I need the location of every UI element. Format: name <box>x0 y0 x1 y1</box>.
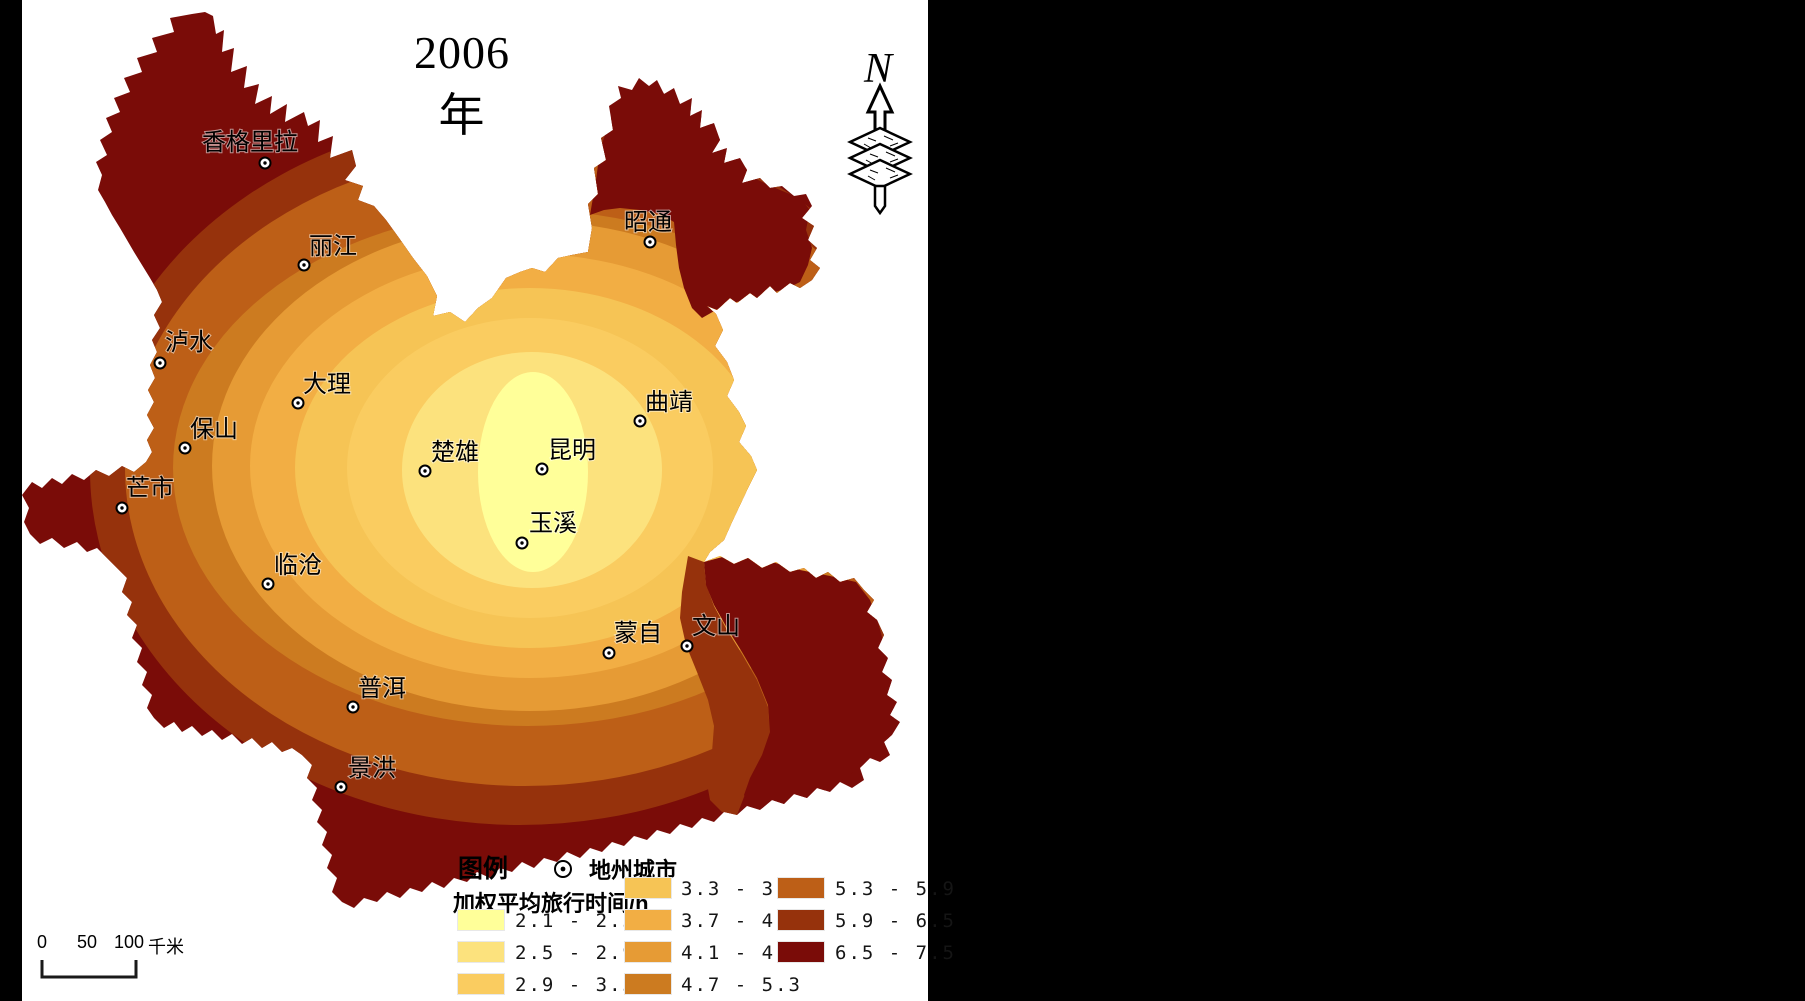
legend-range-label: 4.7 - 5.3 <box>681 974 802 996</box>
legend-range-label: 3.3 - 3.7 <box>681 878 802 900</box>
legend-swatch-4.7-5.3 <box>624 973 672 995</box>
legend-range-label: 3.7 - 4.1 <box>681 910 802 932</box>
city-item: 景洪 <box>334 754 397 794</box>
city-marker-dot <box>296 401 300 405</box>
legend-heading: 图例 <box>458 855 509 883</box>
city-item: 楚雄 <box>418 438 480 478</box>
city-item: 文山 <box>680 612 741 653</box>
city-item: 芒市 <box>115 474 175 515</box>
city-item: 保山 <box>178 415 239 455</box>
city-label: 玉溪 <box>529 510 577 537</box>
city-item: 泸水 <box>153 328 214 370</box>
city-label: 丽江 <box>309 233 357 260</box>
city-marker-dot <box>685 644 689 648</box>
city-label: 景洪 <box>348 755 396 782</box>
legend-swatch-4.1-4.7 <box>624 941 672 963</box>
city-item: 香格里拉 <box>201 128 299 170</box>
legend-range-label: 5.9 - 6.5 <box>835 910 956 932</box>
legend-swatch-2.5-2.9 <box>457 941 505 963</box>
scale-bar <box>40 960 138 979</box>
city-marker-dot <box>158 361 162 365</box>
legend-range-label: 4.1 - 4.7 <box>681 942 802 964</box>
legend-range-label: 2.5 - 2.9 <box>515 942 636 964</box>
band-2.1-2.5 <box>478 372 588 572</box>
city-label: 芒市 <box>126 475 174 502</box>
city-item: 蒙自 <box>602 619 663 660</box>
legend-range-label: 6.5 - 7.5 <box>835 942 956 964</box>
city-item: 大理 <box>291 370 352 410</box>
scale-tick-100: 100 <box>113 932 145 952</box>
city-item: 昭通 <box>623 208 673 249</box>
legend-swatch-6.5-7.5 <box>777 941 825 963</box>
city-marker-dot <box>263 161 267 165</box>
city-label: 蒙自 <box>614 620 662 647</box>
city-marker-dot <box>339 785 343 789</box>
city-marker-dot <box>266 582 270 586</box>
city-item: 普洱 <box>346 674 407 714</box>
legend-swatch-5.3-5.9 <box>777 877 825 899</box>
city-marker-dot <box>423 469 427 473</box>
city-marker-dot <box>520 541 524 545</box>
city-marker-dot <box>120 506 124 510</box>
legend-swatch-5.9-6.5 <box>777 909 825 931</box>
city-label: 保山 <box>190 416 238 443</box>
city-label: 临沧 <box>274 552 322 579</box>
legend-swatch-2.1-2.5 <box>457 909 505 931</box>
city-item: 丽江 <box>297 232 358 272</box>
city-label: 昭通 <box>624 209 672 236</box>
city-label: 大理 <box>303 371 351 398</box>
city-marker-dot <box>607 651 611 655</box>
city-item: 临沧 <box>261 551 323 591</box>
city-marker-dot <box>648 240 652 244</box>
city-marker-dot <box>183 446 187 450</box>
scale-tick-0: 0 <box>36 932 48 952</box>
scale-tick-50: 50 <box>76 932 98 952</box>
north-arrow-icon: N <box>847 46 913 215</box>
city-marker-dot <box>540 467 544 471</box>
city-item: 玉溪 <box>515 509 578 550</box>
legend-swatch-3.3-3.7 <box>624 877 672 899</box>
scale-unit-label: 千米 <box>148 937 184 957</box>
city-label: 普洱 <box>358 675 406 702</box>
legend-range-label: 5.3 - 5.9 <box>835 878 956 900</box>
city-label: 香格里拉 <box>202 129 298 156</box>
city-label: 楚雄 <box>431 439 479 466</box>
city-item: 曲靖 <box>633 388 694 428</box>
legend-range-label: 2.9 - 3.3 <box>515 974 636 996</box>
legend-swatch-3.7-4.1 <box>624 909 672 931</box>
city-label: 昆明 <box>548 437 596 464</box>
map-title: 2006年 <box>414 27 510 141</box>
southeast-dark-core <box>704 556 895 810</box>
legend-swatch-2.9-3.3 <box>457 973 505 995</box>
city-item: 昆明 <box>535 436 597 476</box>
city-point-symbol-icon <box>554 860 572 878</box>
city-label: 文山 <box>692 613 740 640</box>
city-marker-dot <box>302 263 306 267</box>
northeast-dark-core <box>590 86 812 318</box>
city-marker-dot <box>638 419 642 423</box>
city-label: 曲靖 <box>645 389 693 416</box>
city-label: 泸水 <box>165 329 213 356</box>
city-marker-dot <box>351 705 355 709</box>
north-label: N <box>863 46 894 92</box>
legend-range-label: 2.1 - 2.5 <box>515 910 636 932</box>
southeast-dark-rim <box>680 556 770 815</box>
